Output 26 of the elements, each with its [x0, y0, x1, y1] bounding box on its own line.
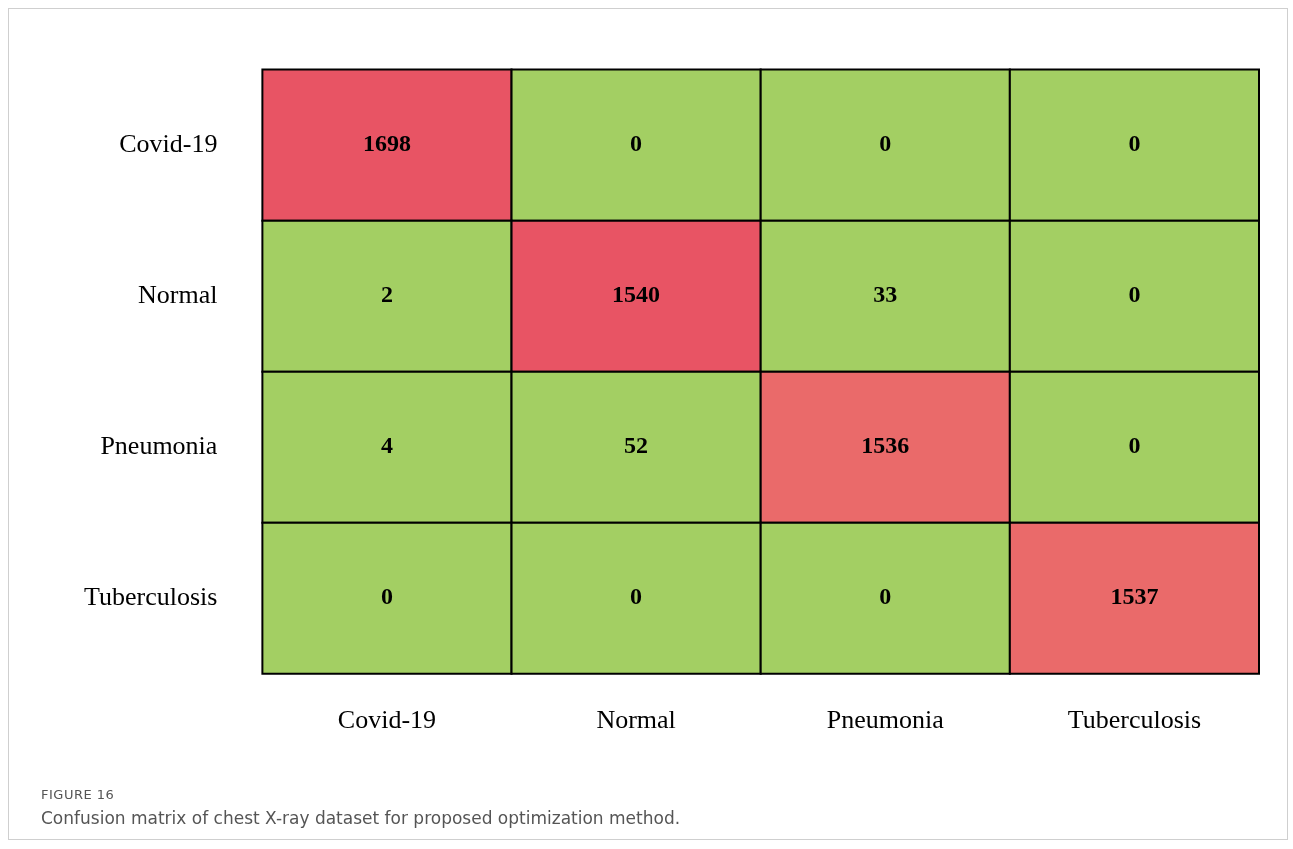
data-label: 0: [630, 130, 643, 157]
data-label: 1537: [1110, 583, 1159, 610]
data-label: 33: [873, 281, 898, 308]
data-label: 52: [624, 432, 649, 459]
data-label: 0: [1128, 281, 1141, 308]
y-tick-label: Pneumonia: [100, 431, 218, 461]
y-tick-label: Tuberculosis: [84, 582, 218, 612]
data-label: 0: [1128, 130, 1141, 157]
data-label: 4: [380, 432, 393, 459]
data-label: 1536: [861, 432, 910, 459]
x-tick-label: Tuberculosis: [1067, 705, 1202, 735]
data-label: 1698: [362, 130, 411, 157]
caption: FIGURE 16: [41, 787, 116, 802]
x-tick-label: Pneumonia: [826, 705, 945, 735]
data-label: 2: [380, 281, 393, 308]
data-label: 0: [1128, 432, 1141, 459]
data-label: 0: [630, 583, 643, 610]
y-tick-label: Normal: [137, 280, 218, 309]
data-label: 0: [380, 583, 393, 610]
data-label: 0: [879, 583, 892, 610]
y-tick-label: Covid-19: [119, 128, 218, 158]
data-label: 1540: [612, 281, 661, 308]
data-label: 0: [879, 130, 892, 157]
x-tick-label: Covid-19: [337, 705, 437, 735]
text: Confusion matrix of chest X-ray dataset for proposed optimization method.: [41, 808, 681, 828]
x-tick-label: Normal: [596, 705, 676, 735]
